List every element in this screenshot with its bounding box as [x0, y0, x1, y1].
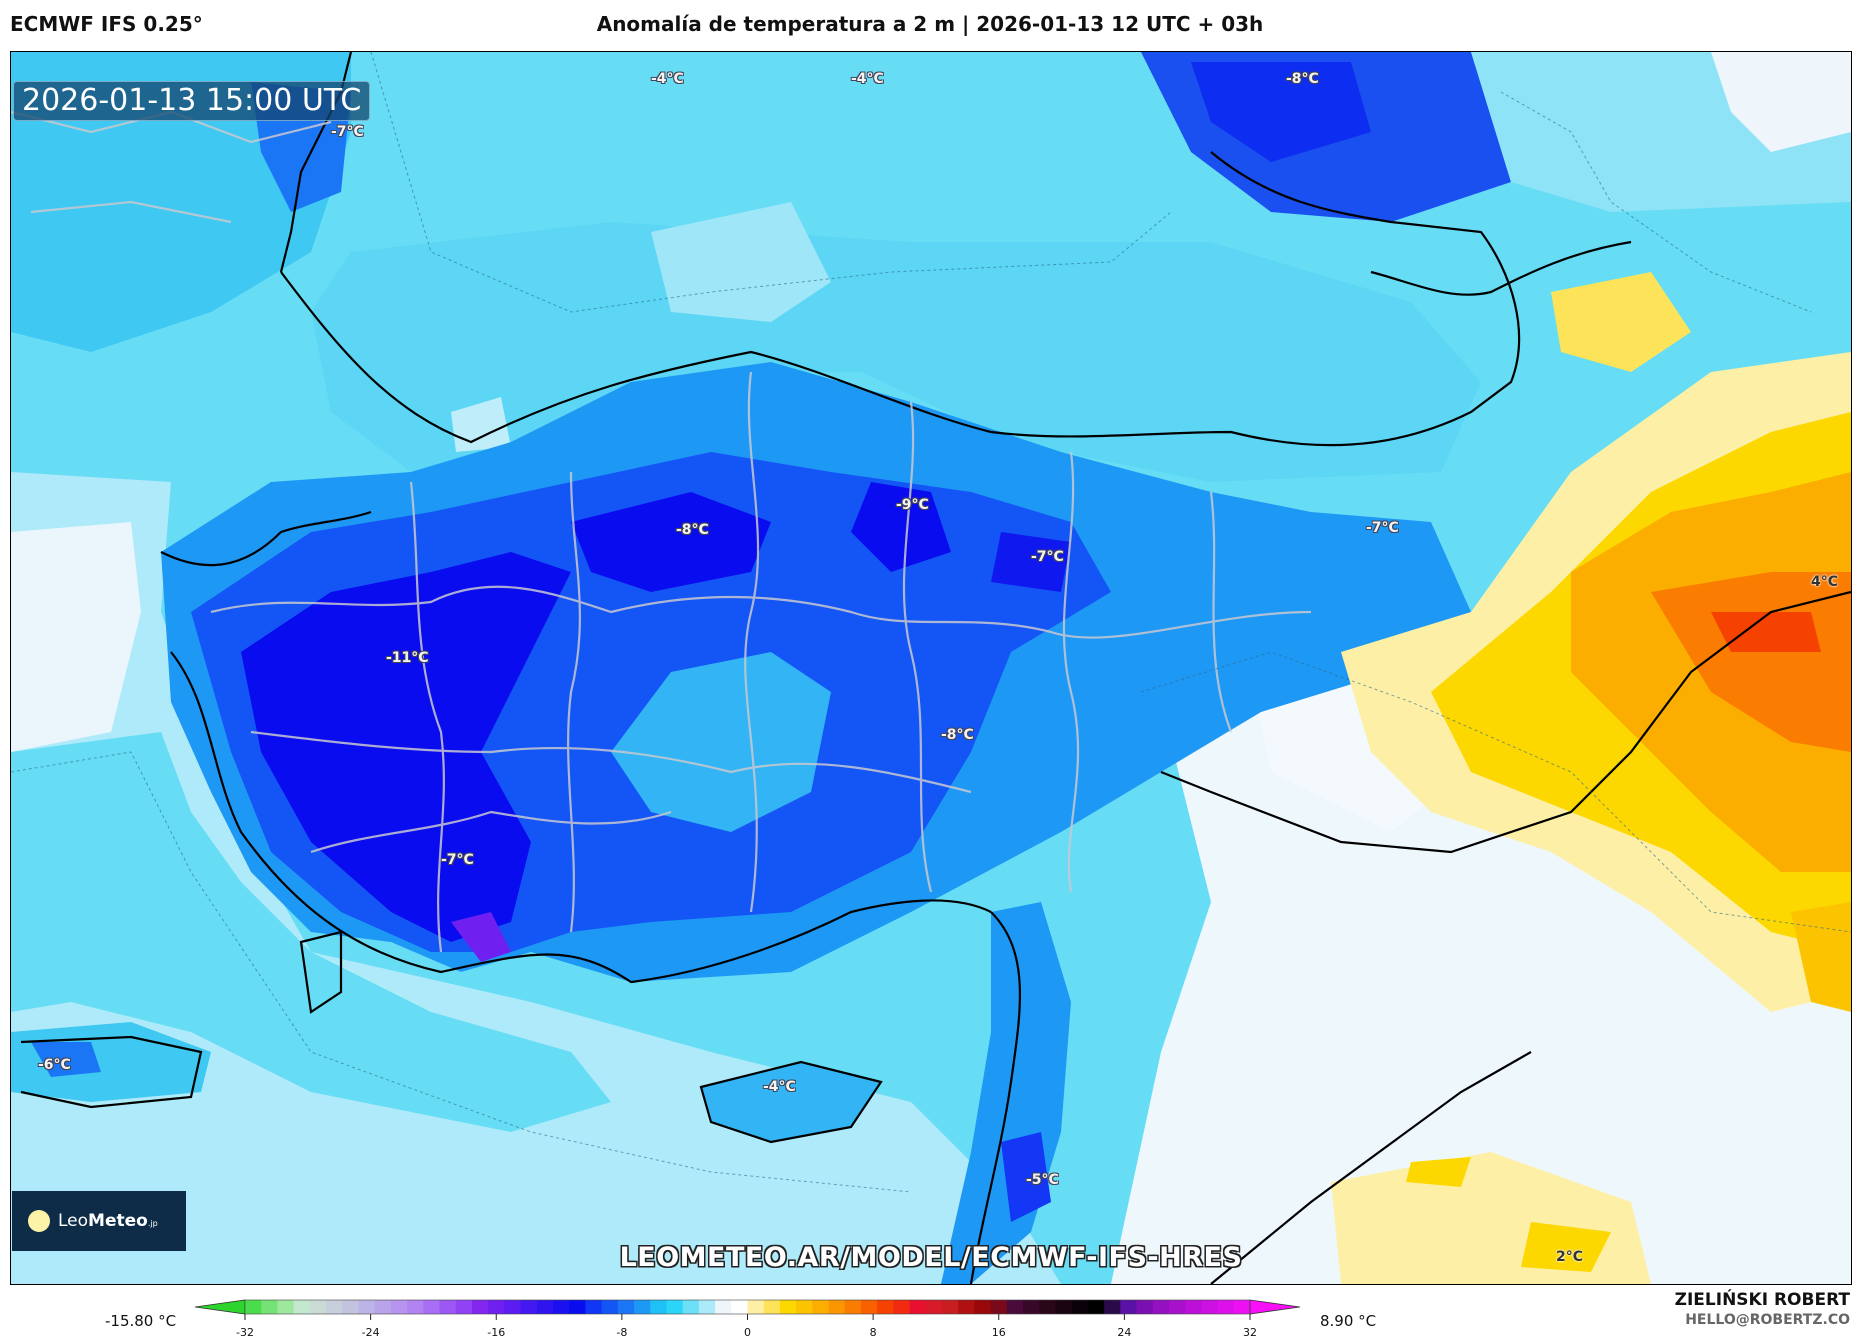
colorbar-legend: -15.80 °C -32 -24 -16 -8 0 8 16 24 32 8.90 °C: [0, 1290, 1860, 1339]
temperature-label: 2°C: [1556, 1249, 1584, 1265]
colorbar: [194, 1299, 1301, 1320]
valid-time-badge: 2026-01-13 15:00 UTC: [13, 81, 371, 121]
author-credit: ZIELIŃSKI ROBERT HELLO@ROBERTZ.CO: [1675, 1290, 1850, 1328]
temperature-label: -11°C: [386, 650, 429, 666]
temperature-label: -5°C: [1026, 1172, 1059, 1188]
author-name: ZIELIŃSKI ROBERT: [1674, 1290, 1850, 1310]
chart-title: Anomalía de temperatura a 2 m | 2026-01-…: [596, 12, 1264, 36]
temperature-label: -8°C: [1286, 71, 1319, 87]
temperature-label: -7°C: [1031, 549, 1064, 565]
temperature-label: -8°C: [676, 522, 709, 538]
colorbar-tick-label: 16: [991, 1326, 1006, 1339]
colorbar-max-value: 8.90 °C: [1320, 1312, 1377, 1330]
temperature-label: -7°C: [331, 124, 364, 140]
author-email: HELLO@ROBERTZ.CO: [1685, 1312, 1850, 1328]
temperature-label: -7°C: [1366, 520, 1399, 536]
colorbar-tick-label: -8: [616, 1326, 628, 1339]
colorbar-tick-label: 24: [1117, 1326, 1132, 1339]
temperature-label: -6°C: [38, 1057, 71, 1073]
colorbar-min-value: -15.80 °C: [105, 1312, 177, 1330]
colorbar-tick-label: -24: [361, 1326, 380, 1339]
colorbar-tick-label: -16: [487, 1326, 506, 1339]
temperature-label: -7°C: [441, 852, 474, 868]
temperature-label: -9°C: [896, 497, 929, 513]
temperature-label: -8°C: [941, 727, 974, 743]
colorbar-tick-label: 32: [1243, 1326, 1257, 1339]
temperature-label: -4°C: [851, 71, 884, 87]
logo-text: LeoMeteo.jp: [58, 1211, 158, 1231]
colorbar-tick-label: 0: [744, 1326, 751, 1339]
leometeo-logo[interactable]: LeoMeteo.jp: [12, 1191, 186, 1251]
model-title: ECMWF IFS 0.25°: [10, 12, 203, 36]
colorbar-tick-label: -32: [236, 1326, 254, 1339]
sun-icon: [28, 1210, 50, 1232]
map-canvas: [11, 52, 1851, 1284]
temperature-label: 4°C: [1811, 574, 1839, 590]
colorbar-tick-label: 8: [869, 1326, 877, 1339]
temperature-label: -4°C: [651, 71, 684, 87]
temperature-label: -4°C: [763, 1079, 796, 1095]
temperature-anomaly-map[interactable]: 2026-01-13 15:00 UTC -7°C -4°C -4°C -8°C -8°…: [10, 51, 1852, 1285]
source-url-watermark: LEOMETEO.AR/MODEL/ECMWF-IFS-HRES: [619, 1242, 1243, 1273]
